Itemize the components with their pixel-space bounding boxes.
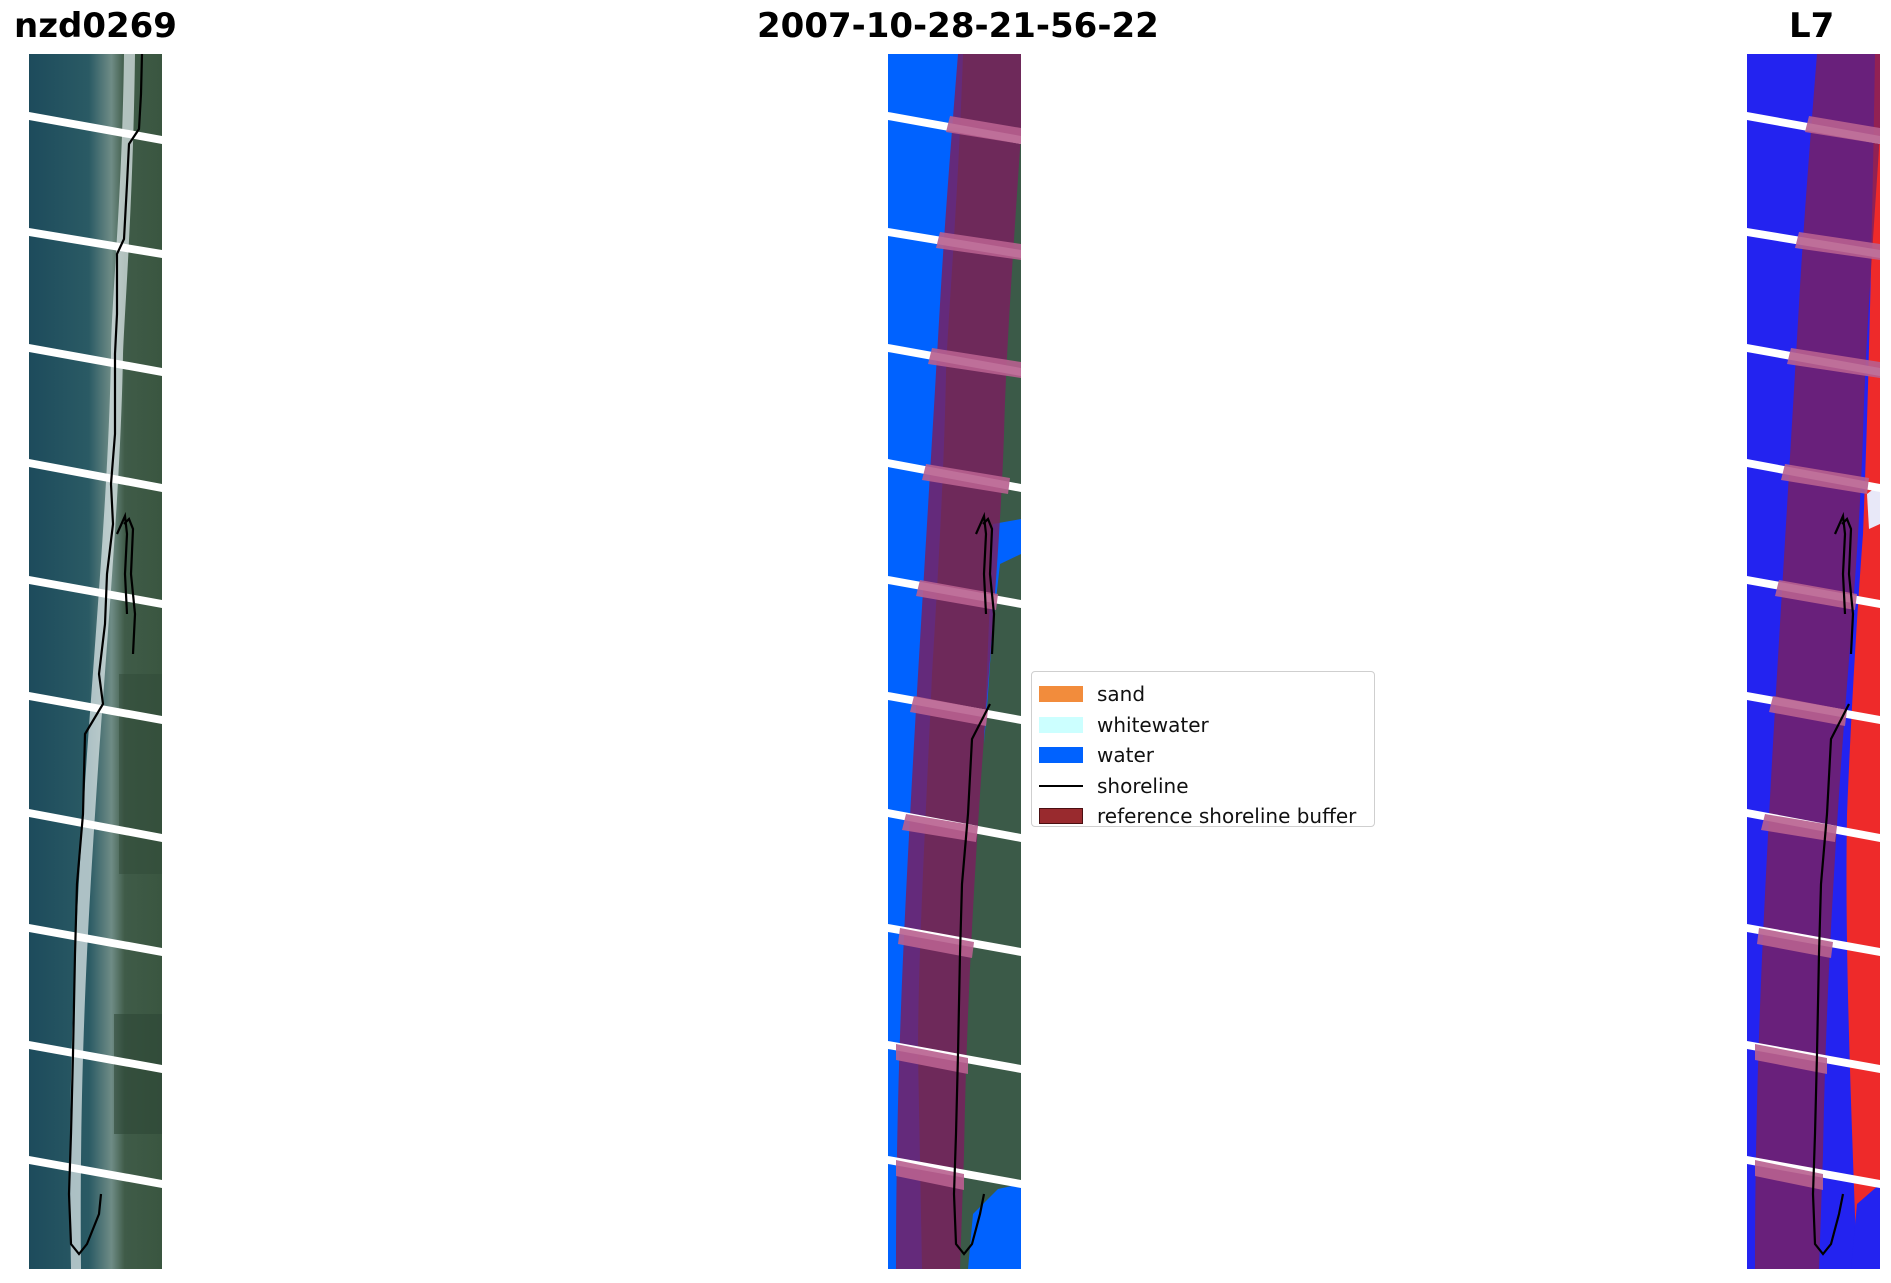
whitewater-swatch: [1039, 716, 1083, 733]
index-image-panel: [1747, 54, 1880, 1269]
legend-item-shoreline: shoreline: [1032, 771, 1374, 802]
legend-item-water: water: [1032, 740, 1374, 771]
rgb-image-panel: [29, 54, 162, 1269]
legend-label: whitewater: [1097, 712, 1209, 737]
buffer-swatch: [1039, 808, 1083, 825]
shoreline-line-swatch: [1039, 784, 1083, 787]
legend-item-reference-shoreline-buffer: reference shoreline buffer: [1032, 801, 1374, 832]
legend-label: sand: [1097, 682, 1146, 707]
legend: sand whitewater water shoreline referenc…: [1031, 671, 1375, 828]
classified-image: [888, 54, 1021, 1269]
legend-item-sand: sand: [1032, 679, 1374, 710]
index-image: [1747, 54, 1880, 1269]
sand-swatch: [1039, 686, 1083, 703]
satellite-title: L7: [1789, 6, 1835, 46]
index-shoreline-lines: [1811, 511, 1855, 1256]
legend-label: reference shoreline buffer: [1097, 804, 1357, 829]
water-swatch: [1039, 747, 1083, 764]
date-title: 2007-10-28-21-56-22: [757, 6, 1159, 46]
classified-image-panel: [888, 54, 1021, 1269]
scan-line-gaps: [29, 112, 162, 1188]
site-title: nzd0269: [14, 6, 177, 46]
shoreline-lines: [67, 54, 144, 1256]
class-shoreline-lines: [952, 511, 996, 1256]
rgb-image: [29, 54, 162, 1269]
legend-item-whitewater: whitewater: [1032, 710, 1374, 741]
legend-label: water: [1097, 743, 1154, 768]
legend-label: shoreline: [1097, 773, 1189, 798]
